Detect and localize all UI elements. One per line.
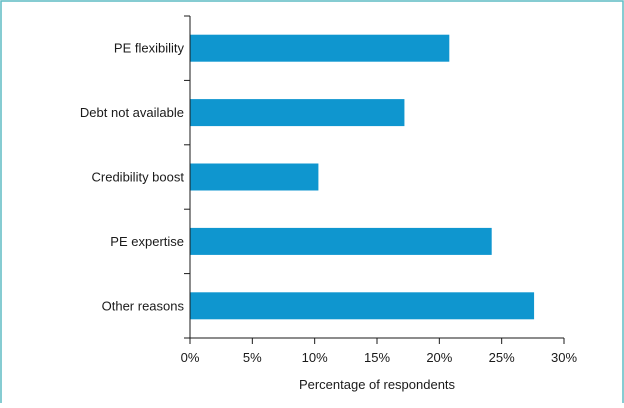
- x-tick-label: 0%: [181, 350, 200, 365]
- bar-debt-not-available: [190, 99, 405, 127]
- bar-credibility-boost: [190, 163, 319, 191]
- x-axis-title: Percentage of respondents: [299, 377, 456, 392]
- x-tick-label: 20%: [426, 350, 452, 365]
- category-label: Credibility boost: [92, 170, 185, 185]
- x-axis-ticks: 0% 5% 10% 15% 20% 25% 30%: [181, 338, 577, 365]
- category-labels: PE flexibility Debt not available Credibil…: [80, 41, 185, 314]
- bar-pe-expertise: [190, 227, 492, 255]
- bar-pe-flexibility: [190, 34, 450, 62]
- category-label: PE expertise: [110, 234, 184, 249]
- x-tick-label: 30%: [551, 350, 577, 365]
- category-label: Debt not available: [80, 105, 184, 120]
- x-tick-label: 15%: [364, 350, 390, 365]
- bar-other-reasons: [190, 292, 535, 320]
- x-tick-label: 25%: [489, 350, 515, 365]
- category-label: Other reasons: [102, 298, 185, 313]
- x-tick-label: 10%: [302, 350, 328, 365]
- category-label: PE flexibility: [114, 41, 185, 56]
- bars-group: [190, 34, 535, 320]
- x-tick-label: 5%: [243, 350, 262, 365]
- y-axis-ticks: [184, 15, 190, 339]
